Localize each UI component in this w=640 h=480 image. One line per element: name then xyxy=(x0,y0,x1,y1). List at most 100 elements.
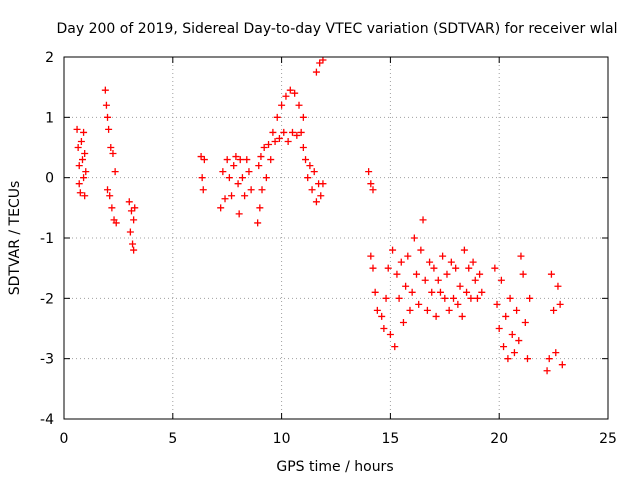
data-point-marker xyxy=(130,216,138,224)
data-point-marker xyxy=(293,131,301,139)
data-point-marker xyxy=(308,186,316,194)
data-point-marker xyxy=(519,270,527,278)
data-point-marker xyxy=(275,134,283,142)
data-point-marker xyxy=(317,192,325,200)
data-point-marker xyxy=(369,186,377,194)
data-point-marker xyxy=(493,300,501,308)
data-point-marker xyxy=(81,150,89,158)
data-point-marker xyxy=(395,294,403,302)
data-point-marker xyxy=(410,234,418,242)
data-point-marker xyxy=(199,186,207,194)
data-point-marker xyxy=(130,246,138,254)
data-point-marker xyxy=(102,101,110,109)
data-point-marker xyxy=(234,180,242,188)
data-point-marker xyxy=(104,113,112,121)
data-point-marker xyxy=(112,219,120,227)
data-point-marker xyxy=(497,276,505,284)
data-point-marker xyxy=(221,195,229,203)
data-point-marker xyxy=(454,300,462,308)
data-point-marker xyxy=(74,144,82,151)
data-point-marker xyxy=(76,189,84,197)
data-point-marker xyxy=(500,343,508,351)
data-point-marker xyxy=(523,355,531,363)
data-point-marker xyxy=(517,252,525,260)
data-point-marker xyxy=(421,276,429,284)
data-point-marker xyxy=(439,252,447,260)
data-point-marker xyxy=(423,306,431,314)
data-point-marker xyxy=(219,168,227,176)
data-point-marker xyxy=(413,270,421,278)
data-point-marker xyxy=(463,288,471,296)
data-point-marker xyxy=(236,156,244,164)
data-point-marker xyxy=(473,294,481,302)
data-point-marker xyxy=(75,162,83,170)
data-point-marker xyxy=(278,101,286,109)
data-point-marker xyxy=(257,153,265,161)
data-point-marker xyxy=(397,258,405,266)
data-point-marker xyxy=(445,306,453,314)
data-point-marker xyxy=(391,343,399,351)
data-point-marker xyxy=(125,198,133,206)
data-point-marker xyxy=(297,128,305,136)
data-point-marker xyxy=(467,294,475,302)
data-point-marker xyxy=(393,270,401,278)
data-point-marker xyxy=(197,153,205,161)
x-axis-label: GPS time / hours xyxy=(276,459,393,475)
data-point-marker xyxy=(288,128,296,136)
data-point-marker xyxy=(426,258,434,266)
data-point-marker xyxy=(452,264,460,272)
data-point-marker xyxy=(471,276,479,284)
data-point-marker xyxy=(510,349,518,357)
data-point-marker xyxy=(402,282,410,290)
data-point-marker xyxy=(436,288,444,296)
data-point-marker xyxy=(428,288,436,296)
data-point-marker xyxy=(310,168,318,176)
data-point-marker xyxy=(319,180,327,188)
data-point-marker xyxy=(458,312,466,320)
data-point-marker xyxy=(554,282,562,290)
data-point-marker xyxy=(295,101,303,109)
data-point-marker xyxy=(408,288,416,296)
data-point-marker xyxy=(104,186,112,194)
data-point-marker xyxy=(80,174,88,182)
data-point-marker xyxy=(504,355,512,363)
x-tick-label: 10 xyxy=(273,431,291,447)
data-point-marker xyxy=(247,186,255,194)
chart-title: Day 200 of 2019, Sidereal Day-to-day VTE… xyxy=(56,21,617,37)
data-point-marker xyxy=(491,264,499,272)
data-point-marker xyxy=(515,337,523,345)
data-point-marker xyxy=(108,204,116,212)
data-point-marker xyxy=(380,325,388,332)
data-point-marker xyxy=(238,174,246,182)
data-point-marker xyxy=(228,192,236,200)
data-point-marker xyxy=(476,270,484,278)
y-tick-label: 2 xyxy=(45,50,54,66)
data-point-marker xyxy=(75,180,83,188)
data-point-marker xyxy=(526,294,534,302)
x-tick-label: 0 xyxy=(60,431,69,447)
data-point-marker xyxy=(367,252,375,260)
data-point-marker xyxy=(271,137,279,145)
data-point-marker xyxy=(200,156,208,164)
data-point-marker xyxy=(77,137,85,145)
data-point-marker xyxy=(286,86,294,94)
data-point-marker xyxy=(371,288,379,296)
data-point-marker xyxy=(417,246,425,254)
data-point-marker xyxy=(306,162,314,170)
data-point-marker xyxy=(430,264,438,272)
data-point-marker xyxy=(382,294,390,302)
data-point-marker xyxy=(547,270,555,278)
data-point-marker xyxy=(460,246,468,254)
marks-layer xyxy=(73,56,566,375)
data-point-marker xyxy=(502,312,510,320)
data-point-marker xyxy=(304,174,312,182)
data-point-marker xyxy=(256,204,264,212)
y-tick-label: -2 xyxy=(40,291,54,307)
data-point-marker xyxy=(419,216,427,224)
data-point-marker xyxy=(291,89,299,97)
data-point-marker xyxy=(299,144,307,151)
data-point-marker xyxy=(373,306,381,314)
data-point-marker xyxy=(198,174,206,182)
data-point-marker xyxy=(558,361,566,369)
data-point-marker xyxy=(513,306,521,314)
